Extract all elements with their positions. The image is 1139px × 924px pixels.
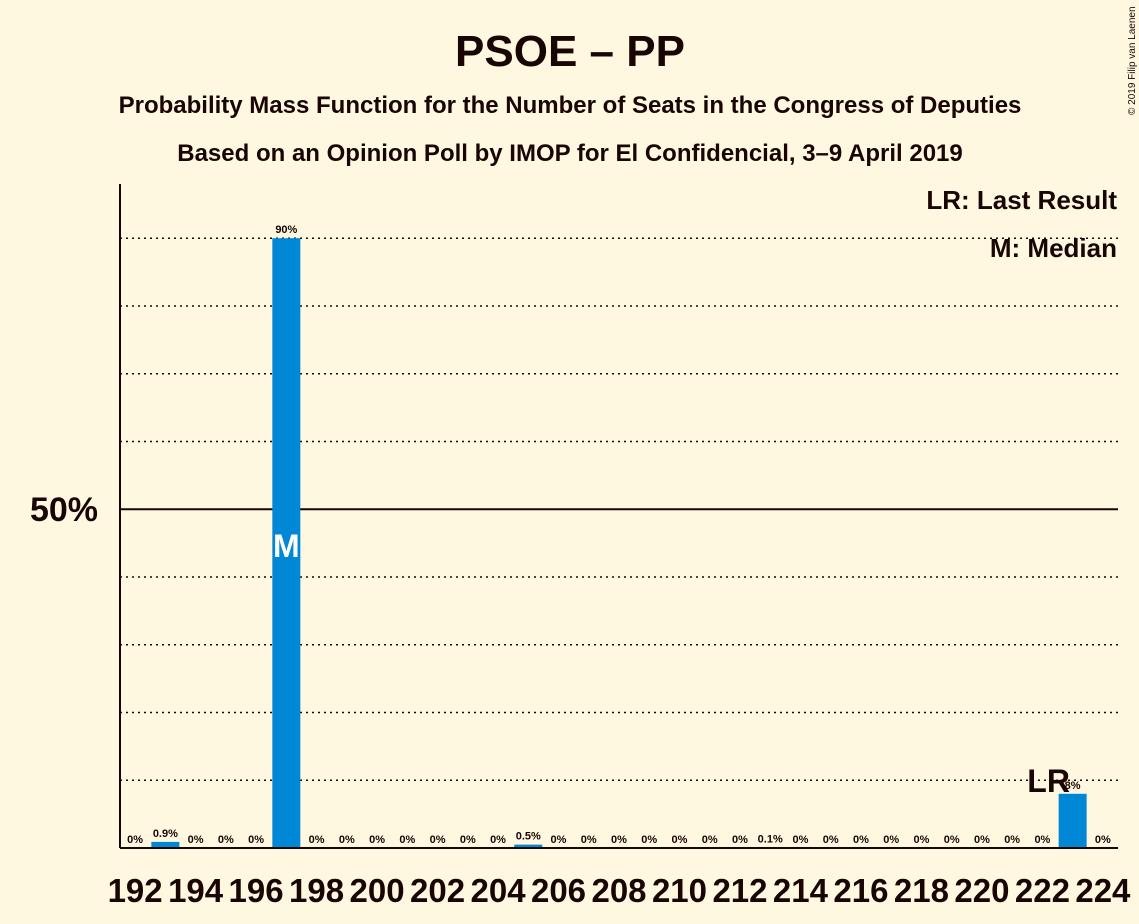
x-tick-labels: 192 194 196 198 200 202 204 206 208 210 212 214 216 2… <box>108 872 1131 909</box>
x-tick-label-206: 206 <box>531 872 586 909</box>
x-tick-label-204: 204 <box>470 872 526 909</box>
bar-value-label-218: 0% <box>913 834 929 846</box>
bar-value-labels: 0% 0.9% 0% 0% 0% 90% 0% 0% 0% 0% 0% 0% 0% 0.5% 0% 0% 0% 0… <box>127 224 1111 846</box>
bar-value-label-224: 0% <box>1095 834 1111 846</box>
markers: M LR <box>273 528 1070 799</box>
bar-value-label-201: 0% <box>399 834 415 846</box>
bar-value-label-222: 0% <box>1034 834 1050 846</box>
axes: 50% <box>30 184 1118 849</box>
x-tick-label-192: 192 <box>108 872 163 909</box>
x-tick-label-210: 210 <box>652 872 707 909</box>
x-tick-label-212: 212 <box>712 872 767 909</box>
bar-value-label-194: 0% <box>188 834 204 846</box>
chart-subtitle-1: Probability Mass Function for the Number… <box>119 92 1022 119</box>
bar-value-label-192: 0% <box>127 834 143 846</box>
bar-value-label-211: 0% <box>702 834 718 846</box>
bar-value-label-212: 0% <box>732 834 748 846</box>
bar-197 <box>272 238 301 848</box>
bar-value-label-203: 0% <box>460 834 476 846</box>
bar-value-label-207: 0% <box>581 834 597 846</box>
bar-value-label-193: 0.9% <box>153 828 178 840</box>
gridlines <box>120 237 1118 781</box>
copyright-text: © 2019 Filip van Laenen <box>1127 6 1138 115</box>
legend-median: M: Median <box>990 233 1117 263</box>
x-tick-label-198: 198 <box>289 872 344 909</box>
median-marker: M <box>273 528 300 564</box>
legend-last-result: LR: Last Result <box>926 185 1117 215</box>
bar-value-label-214: 0% <box>793 834 809 846</box>
bar-value-label-215: 0% <box>823 834 839 846</box>
bars <box>151 238 1087 848</box>
x-tick-label-218: 218 <box>894 872 949 909</box>
bar-value-label-223: 8% <box>1065 780 1081 792</box>
bar-value-label-206: 0% <box>551 834 567 846</box>
bar-value-label-208: 0% <box>611 834 627 846</box>
chart-subtitle-2: Based on an Opinion Poll by IMOP for El … <box>177 140 963 167</box>
chart-title: PSOE – PP <box>455 27 685 76</box>
bar-value-label-198: 0% <box>309 834 325 846</box>
x-tick-label-214: 214 <box>773 872 829 909</box>
bar-value-label-220: 0% <box>974 834 990 846</box>
x-tick-label-200: 200 <box>350 872 405 909</box>
bar-value-label-216: 0% <box>853 834 869 846</box>
last-result-marker: LR <box>1027 763 1070 799</box>
bar-value-label-200: 0% <box>369 834 385 846</box>
x-tick-label-194: 194 <box>168 872 224 909</box>
bar-223 <box>1058 793 1087 848</box>
x-tick-label-222: 222 <box>1015 872 1070 909</box>
bar-value-label-219: 0% <box>944 834 960 846</box>
bar-205 <box>514 844 543 848</box>
x-tick-label-220: 220 <box>954 872 1009 909</box>
x-tick-label-216: 216 <box>833 872 888 909</box>
bar-value-label-209: 0% <box>641 834 657 846</box>
bar-value-label-197: 90% <box>275 224 297 236</box>
bar-value-label-210: 0% <box>672 834 688 846</box>
y-tick-label-50: 50% <box>30 491 98 529</box>
bar-value-label-199: 0% <box>339 834 355 846</box>
bar-value-label-213: 0.1% <box>758 833 783 845</box>
bar-value-label-205: 0.5% <box>516 831 541 843</box>
x-tick-label-224: 224 <box>1075 872 1131 909</box>
bar-value-label-204: 0% <box>490 834 506 846</box>
bar-value-label-202: 0% <box>430 834 446 846</box>
bar-value-label-221: 0% <box>1004 834 1020 846</box>
bar-value-label-196: 0% <box>248 834 264 846</box>
bar-value-label-195: 0% <box>218 834 234 846</box>
x-tick-label-208: 208 <box>591 872 646 909</box>
bar-value-label-217: 0% <box>883 834 899 846</box>
x-tick-label-202: 202 <box>410 872 465 909</box>
x-tick-label-196: 196 <box>229 872 284 909</box>
bar-193 <box>151 841 180 848</box>
